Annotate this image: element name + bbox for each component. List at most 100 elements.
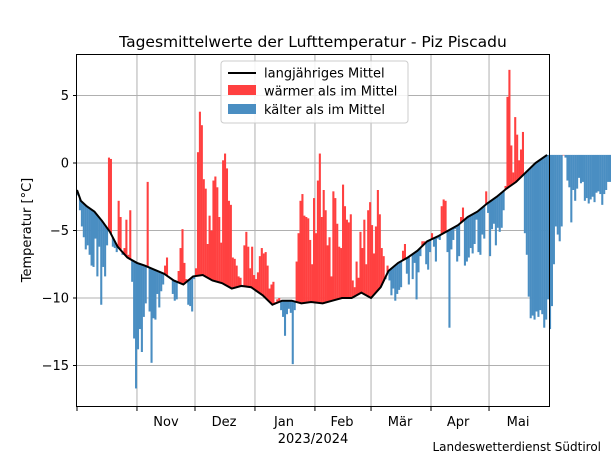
bar-warm	[164, 265, 167, 275]
bar-cold	[189, 278, 192, 307]
x-tick-label: Mär	[388, 415, 413, 430]
bar-cold	[287, 300, 290, 309]
bar-warm	[231, 257, 234, 289]
bar-cold	[427, 240, 430, 270]
bar-warm	[369, 202, 372, 298]
bar-cold	[492, 198, 495, 224]
bar-warm	[117, 200, 120, 248]
bar-warm	[165, 257, 169, 276]
bar-warm	[519, 149, 523, 178]
bar-warm	[256, 272, 259, 292]
bar-warm	[272, 281, 275, 305]
legend-cold-label: kälter als im Mittel	[264, 103, 385, 118]
bar-cold	[285, 300, 288, 315]
bar-cold	[140, 264, 143, 352]
bar-warm	[353, 287, 356, 297]
bar-warm	[359, 231, 362, 294]
bar-warm	[206, 244, 209, 278]
bar-warm	[340, 248, 343, 299]
bar-warm	[351, 280, 354, 298]
bar-cold	[549, 154, 552, 330]
bar-warm	[212, 180, 215, 281]
bar-cold	[280, 301, 283, 311]
bar-warm	[195, 268, 198, 276]
bar-cold	[607, 154, 610, 182]
bar-warm	[421, 241, 424, 247]
bar-cold	[558, 154, 561, 242]
bar-warm	[349, 214, 352, 298]
bar-warm	[506, 96, 509, 188]
bar-warm	[220, 242, 223, 283]
bar-cold	[552, 154, 555, 265]
bar-cold	[450, 228, 453, 250]
bar-cold	[142, 265, 145, 317]
bar-cold	[86, 206, 89, 246]
bar-warm	[518, 160, 521, 180]
bar-warm	[268, 288, 271, 302]
bar-warm	[461, 207, 465, 222]
bar-cold	[131, 260, 134, 282]
bar-warm	[336, 223, 339, 300]
bar-cold	[572, 154, 575, 190]
bar-warm	[299, 200, 302, 304]
bar-warm	[521, 131, 524, 176]
credit-text: Landeswetterdienst Südtirol	[432, 440, 601, 454]
bar-warm	[225, 168, 229, 286]
bar-cold	[394, 265, 397, 301]
bar-cold	[154, 270, 157, 320]
bar-cold	[434, 237, 437, 262]
bar-warm	[372, 253, 376, 295]
bar-cold	[560, 154, 563, 227]
bar-cold	[429, 239, 432, 253]
bar-cold	[556, 154, 559, 235]
bar-cold	[593, 154, 596, 203]
bar-cold	[603, 154, 606, 195]
bar-warm	[214, 176, 217, 282]
bar-warm	[229, 204, 232, 289]
x-tick-label: Apr	[447, 415, 470, 430]
bar-cold	[293, 301, 296, 311]
bar-warm	[264, 252, 267, 299]
bar-warm	[328, 237, 331, 302]
bar-cold	[489, 201, 492, 257]
bar-warm	[442, 199, 445, 234]
bar-warm	[107, 157, 111, 231]
bar-warm	[307, 218, 310, 303]
bar-cold	[425, 242, 428, 265]
bar-cold	[605, 154, 608, 190]
x-axis: Nov Dez Jan Feb Mär Apr Mai	[76, 406, 529, 430]
bar-warm	[233, 258, 236, 288]
bar-warm	[295, 261, 298, 303]
bar-warm	[262, 253, 265, 297]
bar-cold	[523, 173, 526, 234]
bar-cold	[156, 270, 159, 294]
bar-warm	[258, 256, 261, 294]
bar-warm	[320, 217, 323, 304]
bar-cold	[104, 225, 107, 277]
bar-cold	[148, 267, 151, 312]
bar-warm	[376, 190, 379, 291]
bar-cold	[396, 263, 399, 294]
mean-line	[76, 154, 548, 306]
bar-cold	[537, 160, 540, 317]
bar-warm	[270, 284, 273, 304]
bar-warm	[254, 279, 258, 291]
bar-warm	[444, 200, 447, 233]
bar-cold	[554, 154, 557, 227]
bar-cold	[138, 263, 141, 330]
bar-cold	[599, 154, 602, 195]
bar-cold	[465, 217, 468, 262]
bar-cold	[581, 154, 584, 182]
bar-warm	[109, 158, 112, 234]
bar-cold	[92, 210, 95, 267]
bar-cold	[417, 249, 420, 273]
bar-warm	[198, 111, 201, 276]
bar-warm	[334, 198, 337, 300]
x-axis-label: 2023/2024	[278, 432, 349, 447]
bar-cold	[173, 280, 176, 301]
bar-cold	[479, 209, 482, 255]
y-tick-label: −5	[50, 224, 69, 239]
bar-warm	[347, 222, 350, 298]
bar-cold	[481, 207, 484, 235]
